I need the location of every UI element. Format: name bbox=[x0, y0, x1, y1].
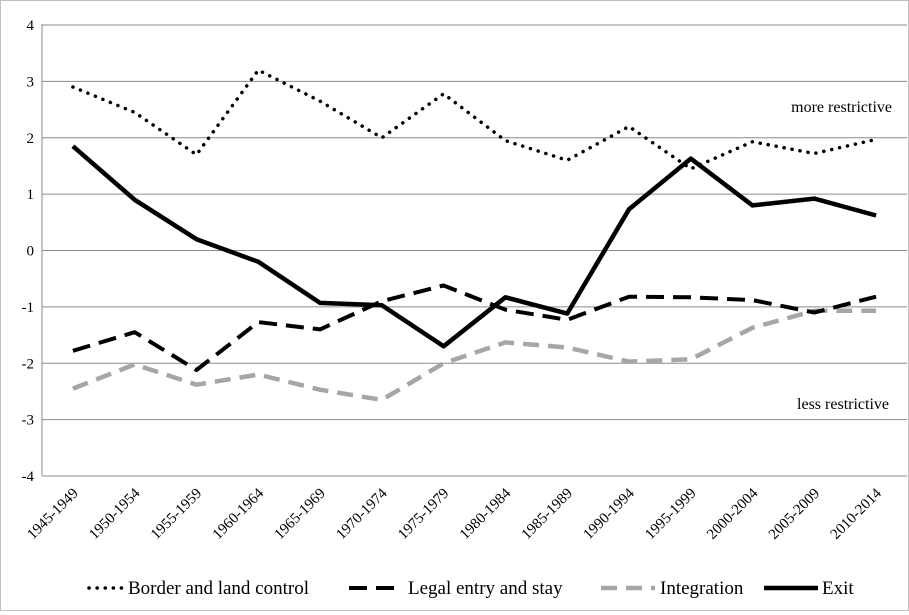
y-tick-label: 2 bbox=[27, 131, 35, 147]
y-tick-label: -3 bbox=[22, 413, 35, 429]
x-tick-label: 1990-1994 bbox=[581, 485, 639, 543]
x-tick-label: 1950-1954 bbox=[86, 485, 144, 543]
y-tick-label: 3 bbox=[27, 74, 35, 90]
y-tick-label: 1 bbox=[27, 187, 35, 203]
series-line-border-and-land-control bbox=[71, 68, 878, 171]
x-tick-label: 1970-1974 bbox=[333, 485, 391, 543]
y-tick-label: 0 bbox=[27, 244, 35, 260]
legend: Border and land control Legal entry and s… bbox=[87, 578, 854, 599]
series-line-integration bbox=[72, 308, 877, 403]
x-tick-label: 1965-1969 bbox=[272, 486, 329, 543]
y-tick-label: -1 bbox=[22, 300, 35, 316]
x-tick-label: 1975-1979 bbox=[395, 486, 452, 543]
legend-label: Exit bbox=[822, 578, 854, 599]
x-tick-label: 1995-1999 bbox=[642, 486, 699, 543]
x-tick-label: 1960-1964 bbox=[210, 485, 268, 543]
y-axis-tick-labels: 4 3 2 1 0 -1 -2 -3 -4 bbox=[22, 18, 35, 485]
series-line-exit bbox=[71, 144, 877, 349]
y-tick-label: -2 bbox=[22, 356, 35, 372]
series-line-legal-entry-and-stay bbox=[72, 283, 877, 372]
legend-label: Integration bbox=[660, 578, 744, 599]
y-tick-label: 4 bbox=[27, 18, 35, 34]
annotations: more restrictive less restrictive bbox=[791, 99, 892, 413]
x-tick-label: 2000-2004 bbox=[704, 485, 762, 543]
x-tick-label: 2005-2009 bbox=[766, 486, 823, 543]
annotation-less-restrictive: less restrictive bbox=[797, 396, 889, 413]
x-tick-label: 1955-1959 bbox=[148, 486, 205, 543]
axes bbox=[41, 24, 907, 476]
y-tick-label: -4 bbox=[22, 469, 35, 485]
x-tick-label: 1985-1989 bbox=[519, 486, 576, 543]
x-tick-label: 1980-1984 bbox=[457, 485, 515, 543]
x-axis-tick-labels: 1945-1949 1950-1954 1955-1959 1960-1964 1965… bbox=[24, 485, 885, 543]
legend-label: Legal entry and stay bbox=[408, 578, 563, 599]
legend-label: Border and land control bbox=[128, 578, 309, 599]
annotation-more-restrictive: more restrictive bbox=[791, 99, 892, 116]
x-tick-label: 2010-2014 bbox=[828, 485, 886, 543]
series-lines bbox=[71, 68, 878, 403]
x-tick-label: 1945-1949 bbox=[24, 486, 81, 543]
